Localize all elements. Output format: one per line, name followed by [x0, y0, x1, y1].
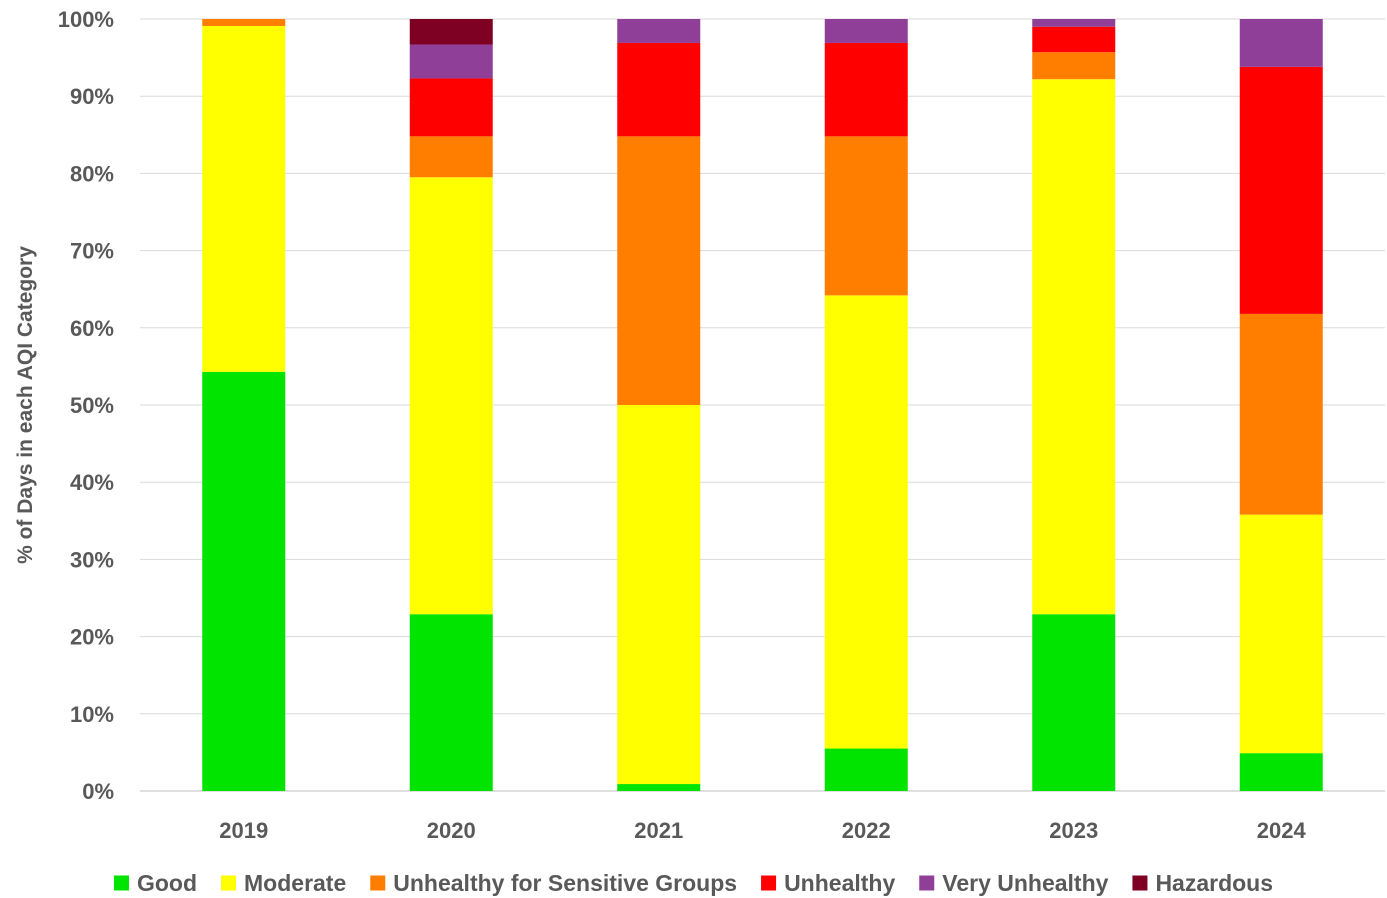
legend-item: Good: [113, 870, 197, 896]
legend-swatch: [113, 875, 129, 891]
y-tick-label: 30%: [70, 547, 114, 572]
y-tick-label: 10%: [70, 702, 114, 727]
bar-segment-unhealthy-2020: [409, 78, 493, 137]
bar-segment-unhealthy-for-sensitive-groups-2020: [409, 136, 493, 178]
legend-item: Unhealthy: [761, 870, 895, 896]
bar-segment-unhealthy-for-sensitive-groups-2024: [1239, 313, 1323, 515]
legend-swatch: [370, 875, 386, 891]
bar-segment-moderate-2023: [1032, 79, 1116, 615]
bar-segment-good-2022: [824, 748, 908, 791]
legend-item: Unhealthy for Sensitive Groups: [370, 870, 737, 896]
bar-segment-good-2024: [1239, 753, 1323, 791]
y-tick-label: 90%: [70, 84, 114, 109]
y-tick-label: 80%: [70, 161, 114, 186]
legend-label: Good: [137, 870, 197, 896]
bar-segment-very-unhealthy-2024: [1239, 19, 1323, 67]
bar-segment-unhealthy-2024: [1239, 66, 1323, 314]
bar-segment-unhealthy-2023: [1032, 26, 1116, 53]
bar-segment-moderate-2021: [617, 405, 701, 785]
bar-segment-unhealthy-for-sensitive-groups-2022: [824, 136, 908, 296]
bar-segment-very-unhealthy-2021: [617, 19, 701, 43]
bars: [202, 19, 1323, 791]
bar-segment-unhealthy-2021: [617, 42, 701, 137]
y-tick-label: 70%: [70, 239, 114, 264]
x-tick-label: 2020: [427, 818, 476, 843]
legend-item: Very Unhealthy: [919, 870, 1109, 896]
legend-swatch: [761, 875, 777, 891]
x-axis-ticks: 2019 2020 2021 2022 2023 2024: [219, 818, 1306, 843]
legend-item: Moderate: [221, 870, 346, 896]
legend-swatch: [1132, 875, 1148, 891]
bar-segment-very-unhealthy-2020: [409, 44, 493, 79]
y-tick-label: 60%: [70, 316, 114, 341]
bar-segment-unhealthy-for-sensitive-groups-2023: [1032, 52, 1116, 80]
y-tick-label: 100%: [58, 7, 114, 32]
y-tick-label: 50%: [70, 393, 114, 418]
bar-segment-good-2020: [409, 614, 493, 791]
legend-swatch: [221, 875, 237, 891]
legend-swatch: [919, 875, 935, 891]
bar-segment-good-2023: [1032, 614, 1116, 791]
y-tick-label: 0%: [82, 779, 114, 804]
bar-segment-hazardous-2020: [409, 19, 493, 45]
bar-segment-unhealthy-for-sensitive-groups-2019: [202, 19, 286, 26]
legend-label: Hazardous: [1155, 870, 1273, 896]
legend: Good Moderate Unhealthy for Sensitive Grou…: [113, 870, 1273, 896]
bar-segment-good-2021: [617, 784, 701, 791]
bar-segment-very-unhealthy-2023: [1032, 19, 1116, 27]
x-tick-label: 2024: [1257, 818, 1307, 843]
y-axis-title: % of Days in each AQI Category: [14, 246, 37, 564]
x-tick-label: 2023: [1049, 818, 1098, 843]
y-tick-label: 40%: [70, 470, 114, 495]
legend-label: Moderate: [244, 870, 346, 896]
legend-label: Unhealthy: [784, 870, 895, 896]
y-tick-label: 20%: [70, 625, 114, 650]
bar-segment-good-2019: [202, 371, 286, 791]
legend-label: Unhealthy for Sensitive Groups: [393, 870, 737, 896]
bar-segment-unhealthy-for-sensitive-groups-2021: [617, 136, 701, 405]
bar-segment-moderate-2020: [409, 177, 493, 615]
bar-segment-moderate-2019: [202, 25, 286, 372]
gridlines: [140, 18, 1385, 792]
bar-segment-unhealthy-2022: [824, 42, 908, 137]
legend-label: Very Unhealthy: [942, 870, 1108, 896]
bar-segment-moderate-2022: [824, 295, 908, 749]
bar-segment-moderate-2024: [1239, 514, 1323, 754]
x-tick-label: 2021: [634, 818, 683, 843]
bar-segment-very-unhealthy-2022: [824, 19, 908, 43]
x-tick-label: 2019: [219, 818, 268, 843]
legend-item: Hazardous: [1132, 870, 1273, 896]
y-axis-ticks: 0% 10% 20% 30% 40% 50% 60% 70% 80% 90% 100%: [58, 7, 114, 804]
x-tick-label: 2022: [842, 818, 891, 843]
